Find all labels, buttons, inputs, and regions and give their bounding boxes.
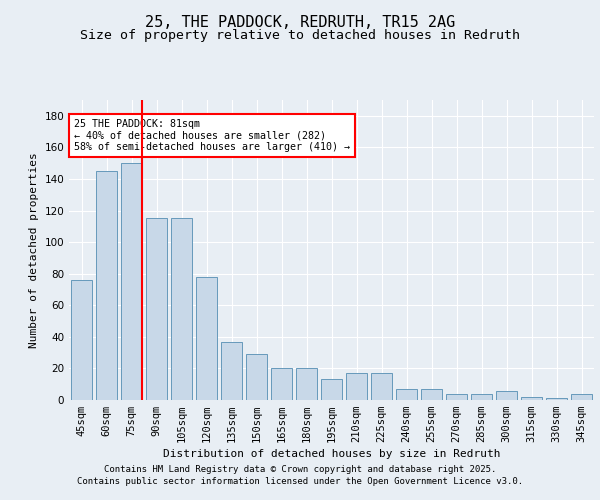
Bar	[271, 368, 292, 400]
Bar	[421, 389, 442, 400]
Bar	[121, 163, 142, 400]
Bar	[321, 380, 342, 400]
Bar	[221, 342, 242, 400]
Bar	[546, 398, 567, 400]
Bar	[196, 277, 217, 400]
Bar	[346, 373, 367, 400]
Bar	[146, 218, 167, 400]
Bar	[496, 390, 517, 400]
Bar	[171, 218, 192, 400]
Bar	[246, 354, 267, 400]
Text: 25 THE PADDOCK: 81sqm
← 40% of detached houses are smaller (282)
58% of semi-det: 25 THE PADDOCK: 81sqm ← 40% of detached …	[74, 119, 350, 152]
Text: Size of property relative to detached houses in Redruth: Size of property relative to detached ho…	[80, 30, 520, 43]
Text: Contains HM Land Registry data © Crown copyright and database right 2025.: Contains HM Land Registry data © Crown c…	[104, 464, 496, 473]
Bar	[371, 373, 392, 400]
Bar	[396, 389, 417, 400]
Bar	[71, 280, 92, 400]
Bar	[521, 397, 542, 400]
Bar	[471, 394, 492, 400]
Y-axis label: Number of detached properties: Number of detached properties	[29, 152, 39, 348]
X-axis label: Distribution of detached houses by size in Redruth: Distribution of detached houses by size …	[163, 450, 500, 460]
Text: Contains public sector information licensed under the Open Government Licence v3: Contains public sector information licen…	[77, 476, 523, 486]
Bar	[571, 394, 592, 400]
Bar	[96, 171, 117, 400]
Bar	[446, 394, 467, 400]
Bar	[296, 368, 317, 400]
Text: 25, THE PADDOCK, REDRUTH, TR15 2AG: 25, THE PADDOCK, REDRUTH, TR15 2AG	[145, 15, 455, 30]
